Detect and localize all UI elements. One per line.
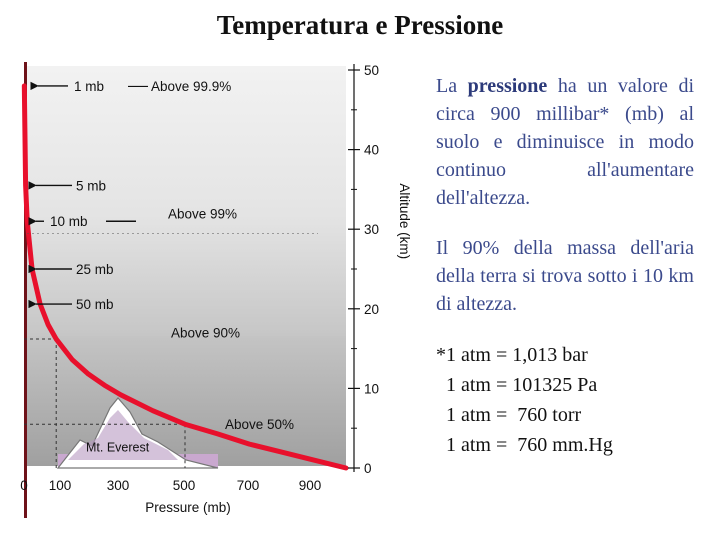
unit-line-4: 1 atm = 760 mm.Hg — [436, 434, 613, 456]
x-tick-label-300: 300 — [107, 478, 130, 493]
x-axis-label: Pressure (mb) — [145, 500, 231, 515]
region-label-2: Above 90% — [171, 326, 240, 341]
x-tick-label-700: 700 — [237, 478, 260, 493]
mountain-label: Mt. Everest — [86, 440, 150, 454]
y-axis-label: Altitude (km) — [397, 183, 412, 259]
band-upper — [24, 66, 346, 336]
pressure-label-2: 10 mb — [50, 214, 88, 229]
unit-conversions: *1 atm = 1,013 bar 1 atm = 101325 Pa 1 a… — [436, 340, 694, 460]
y-tick-label-10: 10 — [364, 381, 379, 396]
x-tick-label-100: 100 — [49, 478, 72, 493]
y-tick-label-30: 30 — [364, 222, 379, 237]
band-lower — [24, 336, 346, 466]
region-label-3: Above 50% — [225, 417, 294, 432]
page-title: Temperatura e Pressione — [216, 10, 504, 40]
x-tick-label-500: 500 — [173, 478, 196, 493]
x-tick-label-0: 0 — [20, 478, 28, 493]
paragraph-mass: Il 90% della massa dell'aria della terra… — [436, 237, 694, 315]
region-label-1: Above 99% — [168, 206, 237, 221]
y-tick-label-20: 20 — [364, 302, 379, 317]
left-border — [24, 62, 27, 518]
explanation-panel: La pressione ha un valore di circa 900 m… — [436, 72, 694, 460]
pressure-label-4: 50 mb — [76, 297, 114, 312]
y-tick-label-0: 0 — [364, 461, 372, 476]
unit-line-2: 1 atm = 101325 Pa — [436, 374, 598, 396]
highlight-pressione: pressione — [467, 75, 548, 97]
x-tick-label-900: 900 — [299, 478, 322, 493]
mountain-shadow — [68, 409, 178, 460]
pressure-curve — [21, 83, 349, 471]
pressure-label-3: 25 mb — [76, 262, 114, 277]
y-tick-label-40: 40 — [364, 143, 379, 158]
y-tick-label-50: 50 — [364, 63, 379, 78]
pressure-label-0: 1 mb — [74, 79, 104, 94]
region-label-0: Above 99.9% — [151, 79, 231, 94]
unit-line-1: *1 atm = 1,013 bar — [436, 344, 588, 366]
paragraph-pressure: La pressione ha un valore di circa 900 m… — [436, 75, 695, 209]
unit-line-3: 1 atm = 760 torr — [436, 404, 582, 426]
pressure-label-1: 5 mb — [76, 178, 106, 193]
pressure-altitude-chart: Mt. Everest 1 mb 5 mb 10 mb 25 mb 50 mb Above … — [20, 62, 412, 518]
